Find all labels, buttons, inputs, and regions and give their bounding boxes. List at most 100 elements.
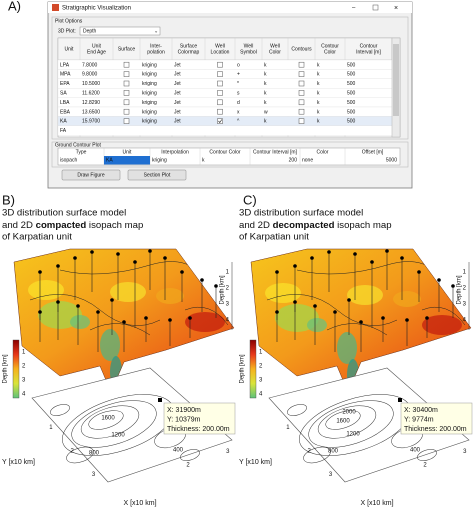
- button-label: Draw Figure: [77, 173, 104, 179]
- checkbox[interactable]: [123, 90, 130, 96]
- checkbox[interactable]: [123, 99, 130, 106]
- checkbox[interactable]: [298, 108, 305, 115]
- group-label: Ground Contour Plot: [55, 142, 101, 148]
- contour-label: 1200: [111, 433, 125, 439]
- table-cell: FA: [60, 128, 67, 134]
- table-row: [57, 116, 393, 126]
- table-cell: SA: [60, 91, 67, 97]
- table-cell: o: [237, 62, 240, 68]
- column-header: Unit: [92, 43, 102, 49]
- table-cell: d: [237, 100, 240, 106]
- scrollbar-thumb[interactable]: [393, 44, 399, 116]
- axis-label: X [x10 km]: [123, 500, 156, 507]
- checkbox[interactable]: [298, 80, 305, 87]
- checkbox[interactable]: [123, 118, 130, 124]
- depth-tick-label: 1: [463, 270, 467, 276]
- table-cell: 13.6500: [82, 109, 100, 115]
- checkbox[interactable]: [217, 99, 223, 106]
- checkbox[interactable]: [217, 71, 223, 77]
- column-header: Interpolation: [161, 149, 189, 155]
- table-cell: 7.8000: [82, 62, 98, 68]
- column-header: Unit: [65, 46, 75, 52]
- surface-patch: [307, 318, 327, 332]
- table-cell: x: [237, 109, 240, 115]
- minimize-button[interactable]: –: [352, 6, 356, 12]
- well-head: [359, 320, 363, 324]
- table-cell: k: [317, 100, 320, 106]
- column-header: polation: [147, 49, 165, 55]
- column-header: Well: [270, 43, 280, 49]
- well-head: [293, 300, 297, 304]
- isopach-contour: [417, 449, 437, 461]
- table-cell: Jet: [174, 62, 181, 68]
- table-cell: k: [264, 62, 267, 68]
- plot-label: 3D Plot:: [58, 28, 76, 34]
- depth-tick-label: 3: [463, 302, 467, 308]
- table-cell: 500: [347, 109, 356, 115]
- depth-tick-label: 3: [226, 302, 230, 308]
- well-head: [148, 249, 152, 253]
- colorbar-tick-label: 1: [259, 350, 263, 356]
- checkbox[interactable]: [217, 61, 223, 68]
- checkmark: [218, 119, 223, 123]
- well-head: [168, 318, 172, 322]
- well-head: [400, 256, 404, 260]
- plot-dropdown[interactable]: [79, 26, 161, 36]
- button[interactable]: [61, 169, 121, 181]
- table-cell: kriging: [142, 91, 157, 97]
- well-head: [116, 252, 120, 256]
- axis-label: Depth [km]: [457, 275, 463, 304]
- table-row: [57, 59, 393, 70]
- surface-patch: [110, 282, 146, 302]
- dropdown-arrow: ⌄: [154, 29, 158, 35]
- well-head: [200, 278, 204, 282]
- checkbox[interactable]: [123, 108, 130, 115]
- isopach-contour: [317, 405, 377, 439]
- table-cell: 12.8290: [82, 100, 100, 106]
- table-cell: kriging: [142, 119, 157, 125]
- surface-patch: [265, 283, 301, 303]
- checkbox[interactable]: [298, 71, 305, 77]
- maximize-button[interactable]: [372, 4, 379, 11]
- checkbox[interactable]: [298, 118, 305, 124]
- tooltip-text: Y: 10379m: [167, 416, 201, 423]
- isopach-contour: [308, 400, 394, 448]
- well-head: [370, 260, 374, 264]
- checkbox[interactable]: [298, 99, 305, 106]
- button[interactable]: [127, 169, 187, 181]
- panel-title: 3D distribution surface model: [239, 208, 363, 219]
- column-header: Contours: [291, 46, 312, 52]
- colorbar-tick-label: 1: [22, 350, 26, 356]
- checkbox[interactable]: [217, 90, 223, 96]
- colorbar: [12, 339, 20, 399]
- well-head: [347, 298, 351, 302]
- checkbox[interactable]: [298, 61, 305, 68]
- checkbox[interactable]: [123, 61, 130, 68]
- isopach-contour: [287, 404, 307, 416]
- checkbox[interactable]: [217, 118, 223, 124]
- well-head: [353, 252, 357, 256]
- well-head: [327, 250, 331, 254]
- checkbox[interactable]: [123, 80, 130, 87]
- table-row: [57, 97, 393, 108]
- column-header: Contour: [360, 43, 378, 49]
- well-head: [293, 264, 297, 268]
- column-header: Inter-: [150, 43, 162, 49]
- column-header: Unit: [123, 149, 133, 155]
- close-button[interactable]: ×: [394, 5, 398, 12]
- table-cell: KA: [106, 158, 113, 164]
- table-cell: 500: [347, 100, 356, 106]
- surface-contour: [89, 323, 151, 336]
- column-header: Contour Color: [209, 149, 240, 155]
- isopach-contour: [50, 404, 70, 416]
- table-row: [57, 106, 393, 117]
- checkbox[interactable]: [217, 80, 223, 87]
- checkbox[interactable]: [298, 90, 305, 96]
- column-header: Surface: [118, 46, 135, 52]
- checkbox[interactable]: [123, 71, 130, 77]
- well-head: [275, 310, 279, 314]
- table-cell: isopach: [60, 158, 77, 164]
- table-cell: Jet: [174, 109, 181, 115]
- checkbox[interactable]: [217, 108, 223, 115]
- table-cell: k: [317, 62, 320, 68]
